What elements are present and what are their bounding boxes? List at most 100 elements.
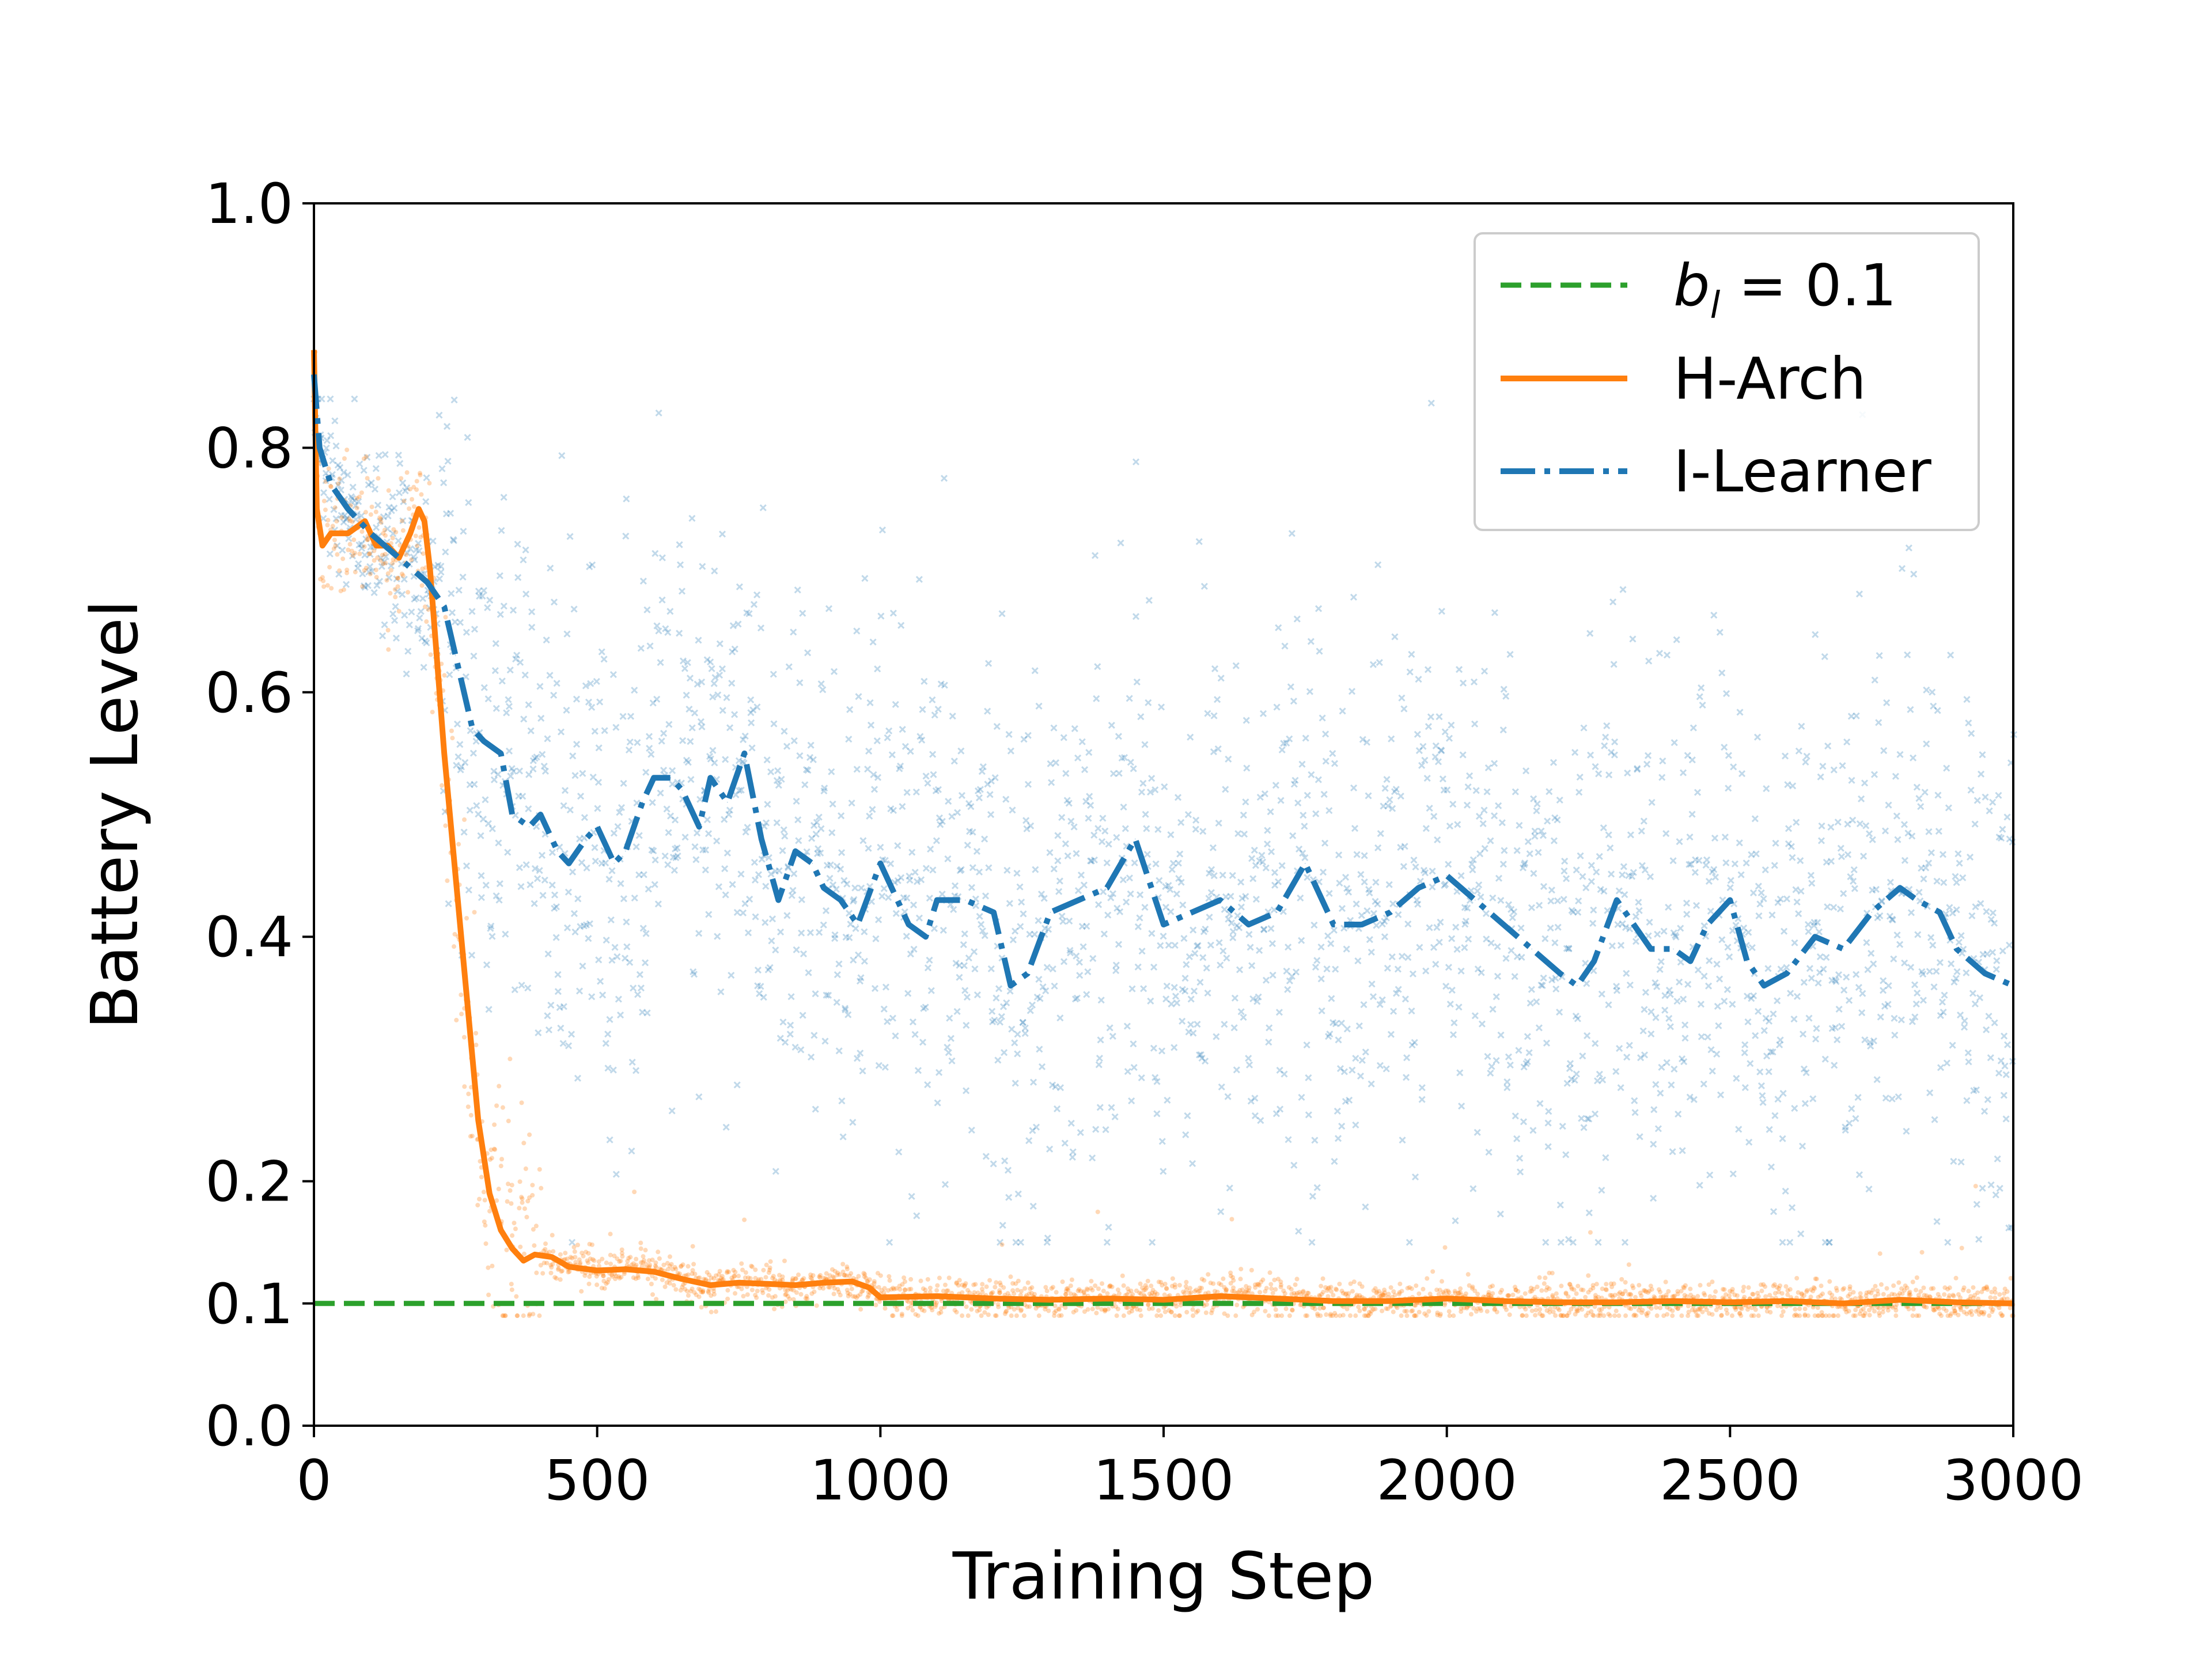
harch-sample-marker [873,1302,878,1308]
ilearner-sample-marker [607,916,615,924]
ilearner-sample-marker [524,984,532,992]
ilearner-sample-marker [574,895,582,903]
ilearner-sample-marker [810,821,818,829]
harch-sample-marker [540,1271,546,1276]
ilearner-sample-marker [1043,964,1051,971]
harch-sample-marker [563,1251,568,1256]
ilearner-sample-marker [844,1011,852,1018]
harch-sample-marker [1321,1290,1326,1295]
harch-sample-marker [1756,1294,1761,1299]
harch-sample-marker [1742,1294,1747,1300]
harch-sample-marker [1608,1313,1613,1319]
ilearner-sample-marker [1027,1007,1034,1014]
ilearner-sample-marker [1099,815,1107,822]
harch-sample-marker [1442,1301,1448,1306]
ilearner-sample-marker [775,867,783,874]
ilearner-sample-marker [1134,923,1142,930]
harch-sample-marker [1695,1294,1700,1299]
harch-sample-marker [1571,1287,1577,1292]
ilearner-sample-marker [828,768,835,775]
harch-sample-marker [733,1291,738,1296]
harch-sample-marker [365,476,370,481]
ilearner-sample-marker [812,830,820,838]
ilearner-sample-marker [642,930,650,937]
ilearner-sample-marker [787,1021,794,1029]
ilearner-sample-marker [823,862,831,869]
harch-sample-marker [1975,1290,1980,1296]
harch-sample-marker [1639,1293,1644,1298]
harch-sample-marker [1580,1307,1585,1312]
ilearner-sample-marker [825,605,833,612]
ilearner-sample-marker [1256,946,1263,955]
ilearner-sample-marker [1046,1145,1054,1153]
ilearner-sample-marker [1160,1168,1167,1175]
ilearner-sample-marker [791,1043,799,1051]
ilearner-sample-marker [1139,779,1147,787]
ilearner-sample-marker [1082,798,1090,805]
ilearner-sample-marker [628,1058,636,1066]
ilearner-sample-marker [877,612,885,620]
ilearner-sample-marker [736,583,743,590]
harch-sample-marker [1814,1277,1819,1282]
ilearner-sample-marker [666,812,675,820]
ilearner-sample-marker [395,452,402,459]
ilearner-sample-marker [937,680,945,688]
ilearner-sample-marker [479,592,486,600]
harch-sample-marker [814,1303,819,1308]
ilearner-sample-marker [984,660,993,667]
ilearner-sample-marker [551,891,559,899]
harch-sample-marker [960,1313,965,1319]
ilearner-sample-marker [1152,860,1160,868]
ilearner-sample-marker [957,866,965,873]
ilearner-sample-marker [839,1133,847,1141]
ilearner-sample-marker [1179,986,1186,993]
ilearner-sample-marker [1021,1024,1029,1032]
ilearner-sample-marker [819,686,827,694]
ilearner-sample-marker [915,575,923,583]
ilearner-sample-marker [351,497,358,505]
ilearner-sample-marker [709,693,717,700]
harch-sample-marker [979,1313,984,1319]
ilearner-sample-marker [622,532,630,540]
ilearner-sample-marker [602,1040,609,1047]
ilearner-sample-marker [596,698,604,706]
ilearner-sample-marker [831,931,839,938]
ilearner-sample-marker [903,933,910,940]
harch-sample-marker [1121,1313,1126,1319]
ilearner-sample-marker [932,787,940,794]
ilearner-sample-marker [832,885,840,893]
ilearner-sample-marker [1148,930,1156,937]
ilearner-sample-marker [509,607,517,614]
ilearner-sample-marker [1237,1008,1245,1016]
ilearner-sample-marker [468,608,476,615]
ilearner-sample-marker [1054,857,1062,865]
ilearner-sample-marker [1123,898,1130,906]
harch-sample-marker [558,1252,563,1257]
harch-sample-marker [1221,1276,1226,1281]
ilearner-sample-marker [362,535,370,543]
ilearner-sample-marker [582,682,589,690]
ilearner-sample-marker [840,877,848,884]
ilearner-sample-marker [803,848,810,855]
harch-sample-marker [1529,1308,1535,1313]
harch-sample-marker [1982,1310,1987,1315]
ilearner-sample-marker [948,813,956,820]
ilearner-sample-marker [1200,928,1207,935]
harch-sample-marker [1679,1313,1684,1319]
harch-sample-marker [1177,1283,1182,1288]
ilearner-sample-marker [450,396,458,404]
harch-sample-marker [2005,1289,2010,1294]
ilearner-sample-marker [325,495,333,503]
harch-sample-marker [645,1277,650,1282]
ilearner-sample-marker [653,622,661,630]
harch-sample-marker [749,1287,755,1293]
harch-sample-marker [482,1198,487,1203]
harch-sample-marker [462,817,467,822]
ilearner-sample-marker [498,527,505,534]
ilearner-sample-marker [1165,882,1172,889]
ilearner-sample-marker [536,867,543,874]
harch-sample-marker [1634,1313,1639,1319]
ilearner-sample-marker [320,489,328,497]
ilearner-sample-marker [729,622,737,630]
harch-sample-marker [1022,1286,1028,1291]
